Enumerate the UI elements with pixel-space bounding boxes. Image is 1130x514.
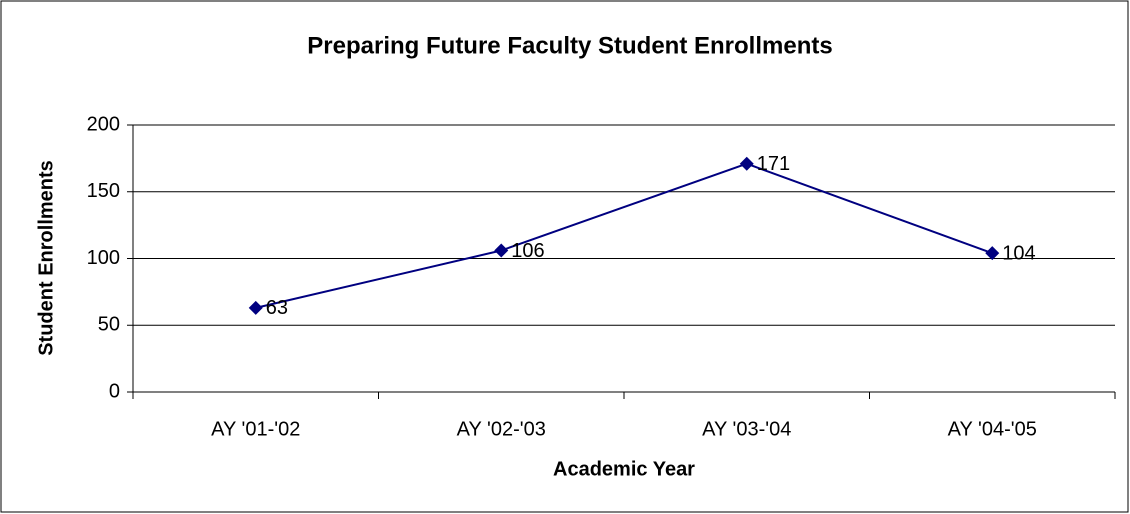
x-tick-label: AY '01-'02 (211, 418, 300, 440)
marker (248, 300, 263, 315)
marker (494, 243, 509, 258)
y-tick-label: 0 (109, 380, 120, 402)
y-tick-label: 200 (87, 113, 120, 135)
x-tick-label: AY '03-'04 (702, 418, 791, 440)
marker (739, 156, 754, 171)
marker (985, 246, 1000, 261)
data-label: 171 (757, 153, 790, 175)
y-axis-label: Student Enrollments (35, 160, 57, 356)
y-tick-label: 100 (87, 247, 120, 269)
x-tick-label: AY '02-'03 (457, 418, 546, 440)
x-axis-label: Academic Year (553, 458, 695, 480)
data-label: 104 (1002, 242, 1035, 264)
chart-title: Preparing Future Faculty Student Enrollm… (307, 32, 832, 59)
y-tick-label: 50 (98, 314, 120, 336)
data-label: 106 (511, 240, 544, 262)
data-label: 63 (266, 297, 288, 319)
series-line (255, 162, 993, 309)
y-tick-label: 150 (87, 180, 120, 202)
x-tick-label: AY '04-'05 (948, 418, 1037, 440)
